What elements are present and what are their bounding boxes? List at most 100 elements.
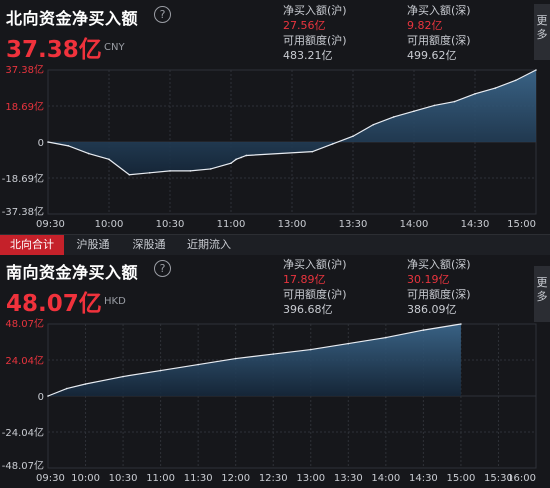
south-help-icon[interactable]: ? [154, 260, 171, 277]
x-tick-label: 13:30 [334, 473, 363, 484]
north-sz-net-value: 9.82亿 [407, 19, 443, 32]
south-sh-net-value: 17.89亿 [283, 273, 326, 286]
southbound-title: 南向资金净买入额 [6, 263, 139, 282]
data-point [433, 104, 436, 107]
x-tick-label: 14:00 [371, 473, 400, 484]
x-tick-label: 11:00 [146, 473, 175, 484]
x-tick-label: 13:00 [278, 219, 307, 230]
data-point [352, 135, 354, 138]
data-point [413, 110, 415, 112]
southbound-net-value: 48.07亿 [6, 291, 102, 317]
south-sz-net-value: 30.19亿 [407, 273, 450, 286]
x-tick-label: 13:00 [296, 473, 325, 484]
x-tick-label: 09:30 [36, 473, 65, 484]
data-point [47, 141, 49, 143]
x-tick-label: 10:00 [95, 219, 124, 230]
x-tick-label: 12:00 [221, 473, 250, 484]
y-tick-label: 0 [38, 392, 44, 403]
data-point [209, 168, 212, 170]
data-point [159, 369, 162, 372]
north-more-button[interactable]: 更多 [534, 4, 550, 60]
data-point [65, 387, 68, 390]
tab-shanghai-connect[interactable]: 沪股通 [76, 238, 110, 251]
data-point [392, 116, 395, 118]
tab-shenzhen-connect[interactable]: 深股通 [132, 238, 166, 251]
y-tick-label: 18.69亿 [5, 100, 44, 113]
x-tick-label: 10:00 [71, 473, 100, 484]
north-sh-quota-label: 可用额度(沪) [283, 34, 347, 47]
x-tick-label: 11:30 [184, 473, 213, 484]
data-point [189, 170, 192, 172]
data-point [535, 69, 537, 71]
x-tick-label: 13:30 [339, 219, 368, 230]
data-point [422, 329, 425, 331]
x-tick-label: 15:00 [507, 219, 536, 230]
x-tick-label: 14:30 [409, 473, 438, 484]
series-area [48, 70, 536, 175]
data-point [311, 150, 314, 153]
y-tick-label: 37.38亿 [5, 64, 44, 76]
y-tick-label: 24.04亿 [5, 354, 44, 367]
x-tick-label: 15:30 [484, 473, 513, 484]
north-sz-net-label: 净买入额(深) [407, 4, 471, 17]
x-tick-label: 11:00 [217, 219, 246, 230]
y-tick-label: -37.38亿 [2, 205, 44, 218]
data-point [128, 173, 131, 176]
northbound-title: 北向资金净买入额 [6, 9, 139, 28]
north-sh-net-label: 净买入额(沪) [283, 4, 347, 17]
data-point [47, 395, 49, 397]
southbound-panel: 南向资金净买入额 ? 48.07亿 HKD 净买入额(沪) 17.89亿 可用额… [0, 254, 550, 488]
data-point [272, 353, 275, 355]
y-tick-label: -18.69亿 [2, 172, 44, 185]
data-point [474, 93, 476, 95]
data-point [122, 375, 124, 378]
data-point [514, 79, 517, 82]
south-sz-net-label: 净买入额(深) [407, 258, 471, 271]
south-more-button[interactable]: 更多 [534, 266, 550, 322]
data-point [494, 87, 497, 89]
south-sh-quota-value: 396.68亿 [283, 303, 333, 316]
data-point [240, 156, 242, 159]
north-sz-quota-label: 可用额度(深) [407, 34, 471, 47]
data-point [331, 143, 334, 145]
tab-recent-inflow[interactable]: 近期流入 [187, 238, 231, 251]
data-point [385, 336, 387, 339]
north-help-icon[interactable]: ? [154, 6, 171, 23]
data-point [460, 323, 462, 325]
south-sz-quota-value: 386.09亿 [407, 303, 457, 316]
data-point [235, 158, 237, 161]
y-tick-label: 0 [38, 138, 44, 149]
data-point [67, 145, 70, 147]
x-tick-label: 14:30 [461, 219, 490, 230]
data-point [87, 152, 90, 155]
x-tick-label: 16:00 [507, 473, 536, 484]
x-tick-label: 09:30 [36, 219, 65, 230]
south-sh-net-label: 净买入额(沪) [283, 258, 347, 271]
south-sz-quota-label: 可用额度(深) [407, 288, 471, 301]
northbound-currency: CNY [104, 42, 125, 53]
northbound-panel: 北向资金净买入额 ? 37.38亿 CNY 净买入额(沪) 27.56亿 可用额… [0, 0, 550, 234]
x-tick-label: 10:30 [109, 473, 138, 484]
x-tick-label: 15:00 [447, 473, 476, 484]
data-point [347, 342, 350, 345]
data-point [197, 363, 199, 366]
south-sh-quota-label: 可用额度(沪) [283, 288, 347, 301]
x-tick-label: 14:00 [400, 219, 429, 230]
x-tick-label: 10:30 [156, 219, 185, 230]
northbound-net-value: 37.38亿 [6, 37, 102, 63]
data-point [234, 357, 237, 360]
data-point [309, 348, 312, 351]
data-point [169, 170, 171, 172]
tab-north-total[interactable]: 北向合计 [0, 235, 64, 255]
data-point [108, 158, 110, 161]
data-point [372, 123, 375, 126]
y-tick-label: -24.04亿 [2, 426, 44, 439]
north-sz-quota-value: 499.62亿 [407, 49, 457, 62]
data-point [245, 154, 248, 157]
north-sh-quota-value: 483.21亿 [283, 49, 333, 62]
data-point [230, 162, 232, 164]
data-point [453, 100, 456, 103]
data-point [148, 172, 151, 174]
